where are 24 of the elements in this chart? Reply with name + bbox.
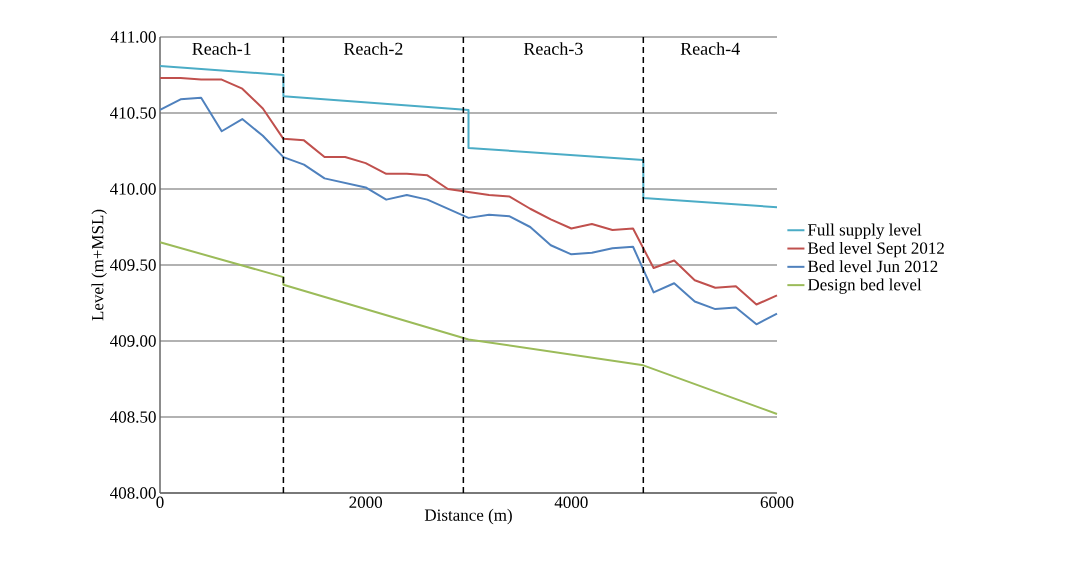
annotation: Reach-1 [192,42,251,55]
line-series [159,64,778,209]
legend-label: Full supply level [807,223,922,240]
x-tick-label: 4000 [554,496,588,509]
x-tick-label: 0 [156,496,164,509]
y-tick-label: 409.50 [110,259,156,271]
annotation: Reach-2 [343,42,403,55]
y-tick-label: 408.50 [110,411,156,423]
line-series [159,77,778,306]
y-axis-title: Level (m+MSL) [91,209,107,321]
annotation: Reach-4 [680,42,740,55]
y-tick-label: 409.00 [110,335,156,347]
x-axis-title: Distance (m) [424,508,512,525]
y-tick-label: 410.00 [110,183,156,195]
x-tick-label: 2000 [349,496,383,509]
legend-label: Bed level Sept 2012 [807,241,944,258]
y-tick-label: 410.50 [110,107,156,119]
legend-label: Bed level Jun 2012 [807,260,938,273]
annotation: Reach-3 [523,42,583,55]
line-series [159,241,778,415]
y-tick-label: 408.00 [110,487,156,499]
legend-label: Design bed level [807,278,922,294]
y-tick-label: 411.00 [110,31,156,43]
x-tick-label: 6000 [760,496,794,509]
